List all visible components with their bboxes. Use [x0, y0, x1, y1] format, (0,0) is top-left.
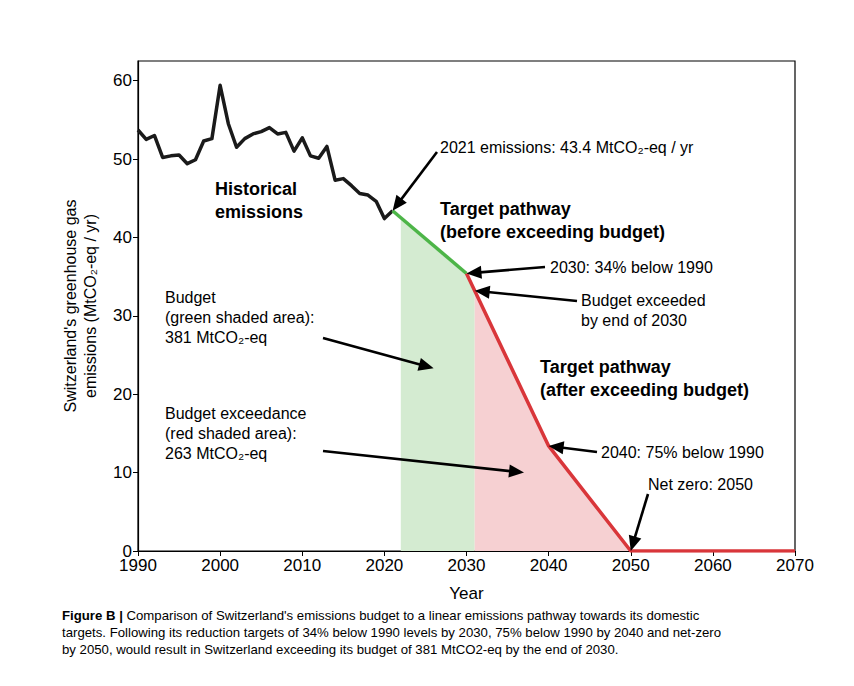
svg-text:2030: 34% below 1990: 2030: 34% below 1990: [550, 259, 713, 276]
svg-text:Historical: Historical: [215, 179, 297, 199]
svg-text:Budget: Budget: [165, 289, 216, 306]
svg-text:2021 emissions: 43.4 MtCO₂-eq: 2021 emissions: 43.4 MtCO₂-eq / yr: [440, 139, 694, 156]
svg-text:Budget exceeded: Budget exceeded: [581, 292, 706, 309]
svg-text:30: 30: [113, 306, 132, 325]
svg-text:2010: 2010: [283, 556, 321, 575]
svg-text:by end of 2030: by end of 2030: [581, 312, 687, 329]
svg-text:1990: 1990: [119, 556, 157, 575]
svg-text:(after exceeding budget): (after exceeding budget): [540, 380, 749, 400]
svg-text:2040: 2040: [530, 556, 568, 575]
svg-text:Switzerland's greenhouse gas: Switzerland's greenhouse gas: [62, 200, 79, 413]
svg-text:Year: Year: [449, 584, 484, 603]
svg-text:Budget exceedance: Budget exceedance: [165, 405, 307, 422]
svg-text:263 MtCO₂-eq: 263 MtCO₂-eq: [165, 445, 267, 462]
svg-text:2050: 2050: [612, 556, 650, 575]
svg-text:emissions (MtCO₂-eq / yr): emissions (MtCO₂-eq / yr): [82, 214, 99, 398]
svg-text:emissions: emissions: [215, 202, 303, 222]
svg-text:2000: 2000: [201, 556, 239, 575]
svg-text:50: 50: [113, 150, 132, 169]
svg-text:2070: 2070: [776, 556, 814, 575]
svg-text:20: 20: [113, 385, 132, 404]
svg-text:381 MtCO₂-eq: 381 MtCO₂-eq: [165, 329, 267, 346]
svg-text:60: 60: [113, 71, 132, 90]
svg-text:0: 0: [122, 541, 132, 561]
svg-text:2020: 2020: [365, 556, 403, 575]
svg-text:2040: 75% below 1990: 2040: 75% below 1990: [601, 444, 764, 461]
svg-text:2030: 2030: [448, 556, 486, 575]
svg-text:10: 10: [113, 463, 132, 482]
html-text:Figure B | Comparison of Switz: Figure B | Comparison of Switzerland's e…: [62, 608, 722, 657]
svg-text:Target pathway: Target pathway: [440, 199, 571, 219]
svg-text:2060: 2060: [694, 556, 732, 575]
svg-text:Target pathway: Target pathway: [540, 357, 671, 377]
svg-text:(red shaded area):: (red shaded area):: [165, 425, 297, 442]
svg-text:(green shaded area):: (green shaded area):: [165, 309, 314, 326]
svg-text:Net zero: 2050: Net zero: 2050: [648, 476, 753, 493]
svg-text:40: 40: [113, 228, 132, 247]
svg-text:(before exceeding budget): (before exceeding budget): [440, 222, 665, 242]
